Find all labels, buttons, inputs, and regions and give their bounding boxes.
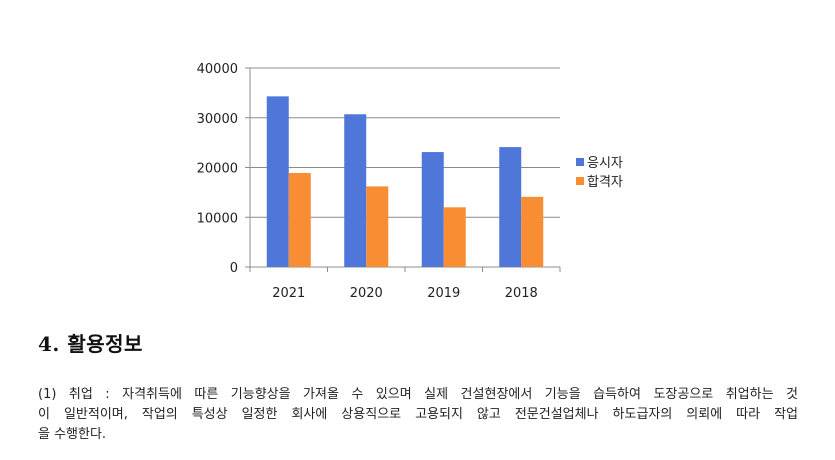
legend-label: 응시자 xyxy=(587,156,623,171)
y-axis: 0 10000 20000 30000 40000 xyxy=(197,62,251,276)
bar-응시자-2020 xyxy=(344,114,367,267)
paragraph-line: 이 일반적이며, 작업의 특성상 일정한 회사에 상용직으로 고용되지 않고 전… xyxy=(38,407,798,422)
section-title: 4. 활용정보 xyxy=(38,332,143,356)
paragraph-line: 을 수행한다. xyxy=(38,427,107,442)
legend-swatch xyxy=(576,158,584,166)
bar-합격자-2018 xyxy=(521,196,544,267)
x-axis: 2021 2020 2019 2018 xyxy=(249,267,561,301)
chart-bars xyxy=(266,96,544,267)
bar-응시자-2018 xyxy=(499,147,522,267)
bar-chart: 0 10000 20000 30000 40000 2021 2020 2019 2018 응… xyxy=(197,62,623,301)
bar-합격자-2020 xyxy=(366,186,389,267)
y-tick-label: 30000 xyxy=(197,112,238,127)
legend-swatch xyxy=(576,177,584,185)
x-tick-label: 2019 xyxy=(427,286,460,301)
y-tick-label: 40000 xyxy=(197,62,238,77)
x-tick-label: 2020 xyxy=(350,286,383,301)
y-tick-label: 10000 xyxy=(197,211,238,226)
paragraph-line: (1) 취업 : 자격취득에 따른 기능향상을 가져올 수 있으며 실제 건설현… xyxy=(38,387,798,402)
y-tick-label: 0 xyxy=(230,261,238,276)
bar-응시자-2019 xyxy=(421,152,444,267)
x-tick-label: 2018 xyxy=(505,286,538,301)
x-tick-label: 2021 xyxy=(272,286,305,301)
y-tick-label: 20000 xyxy=(197,162,238,177)
bar-합격자-2019 xyxy=(443,207,466,267)
legend-label: 합격자 xyxy=(587,175,623,190)
bar-응시자-2021 xyxy=(266,96,289,267)
usage-paragraph: (1) 취업 : 자격취득에 따른 기능향상을 가져올 수 있으며 실제 건설현… xyxy=(38,385,798,445)
bar-합격자-2021 xyxy=(288,172,311,267)
